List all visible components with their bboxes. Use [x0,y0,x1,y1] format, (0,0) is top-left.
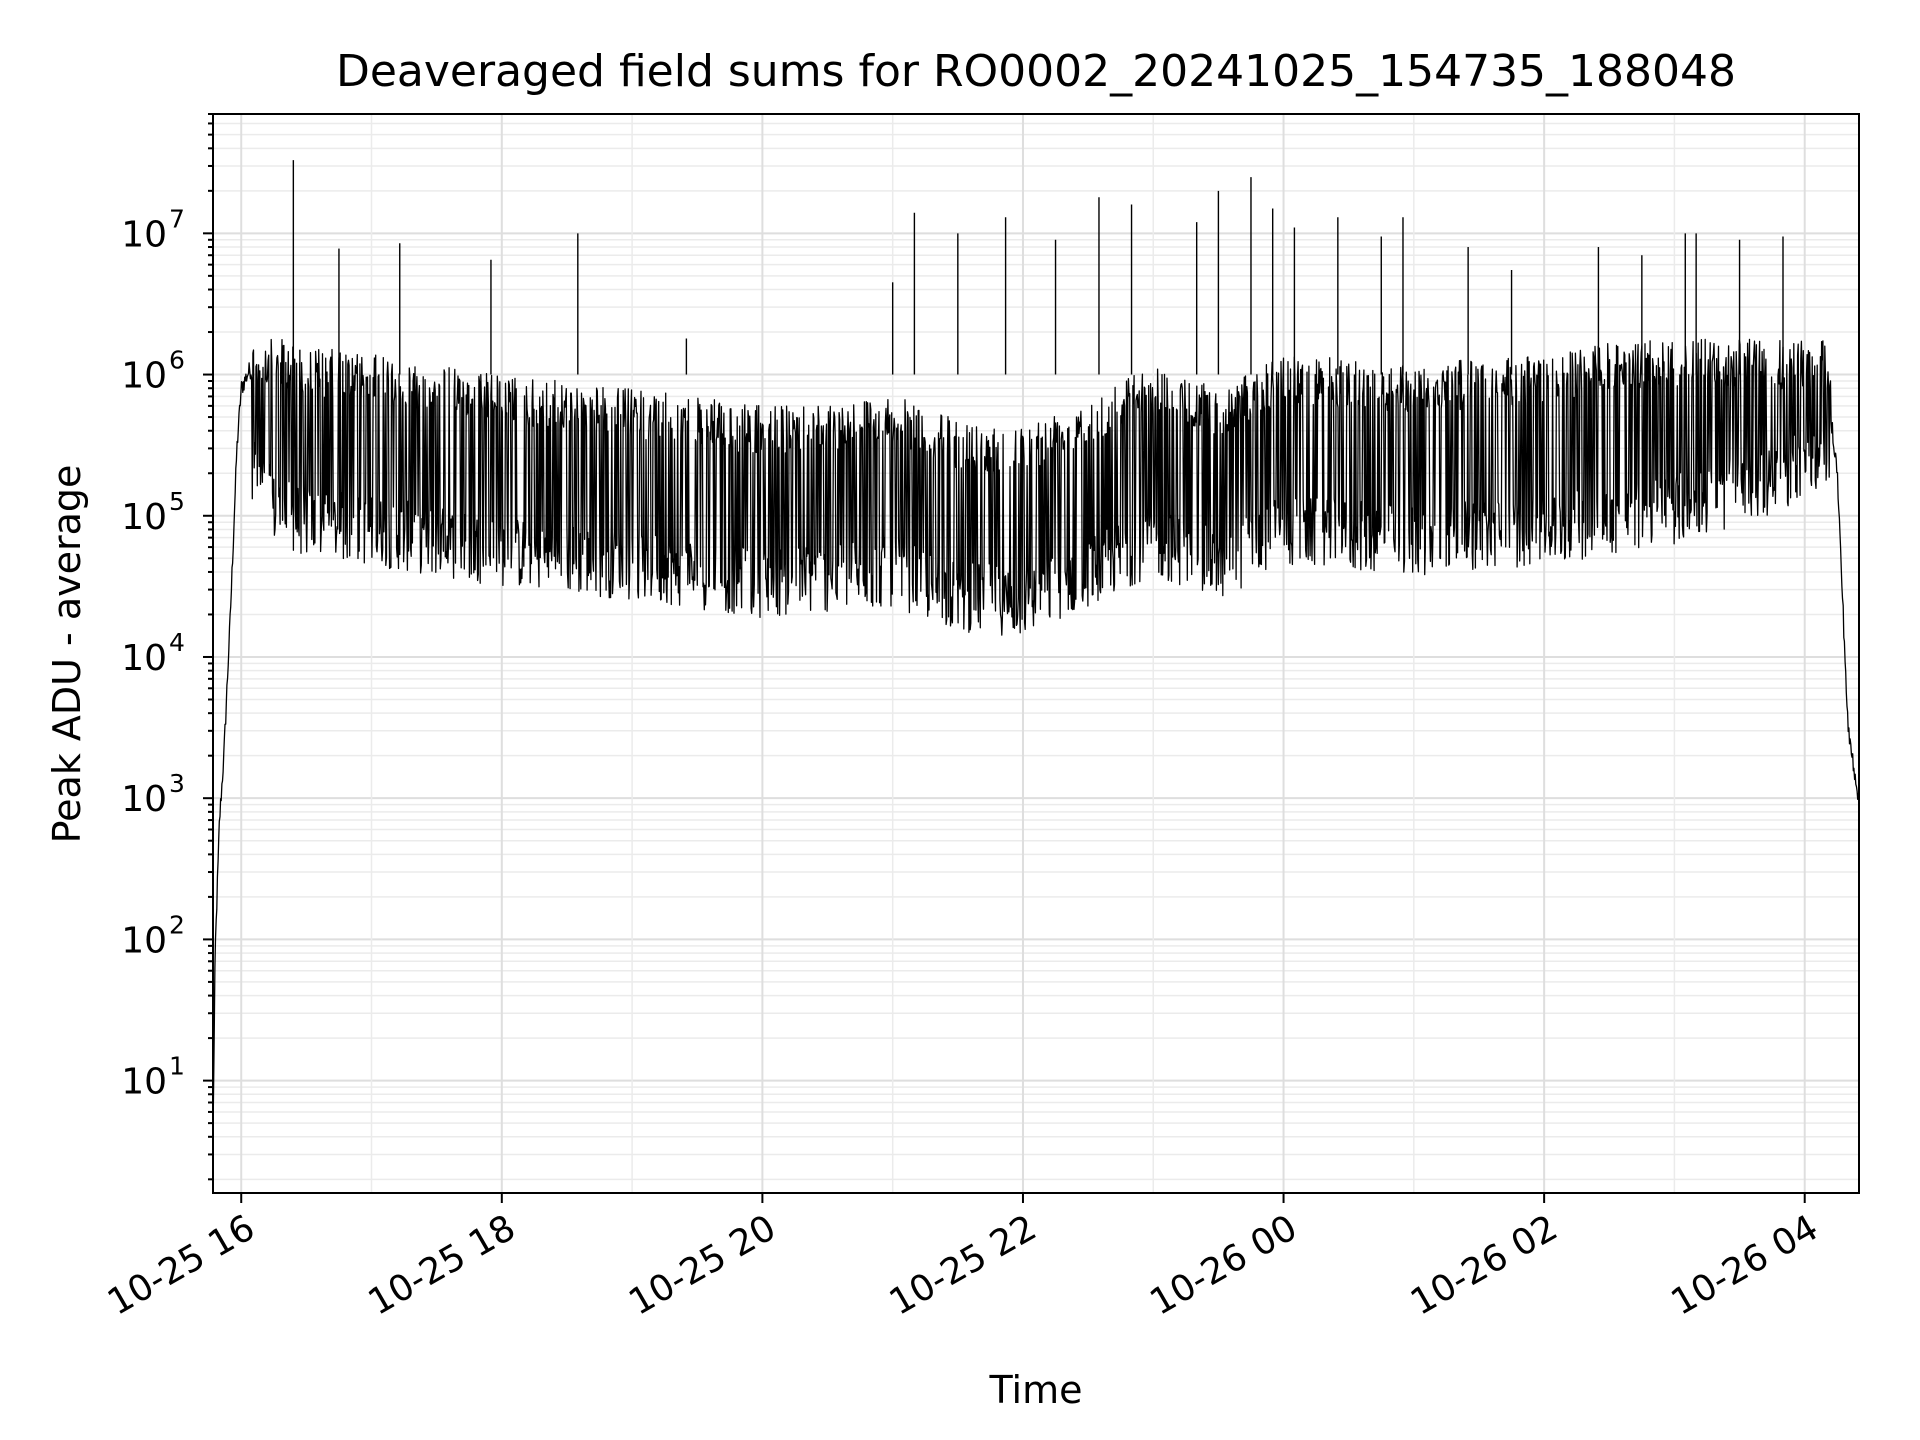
y-tick-exponent: 3 [169,769,185,798]
y-tick-exponent: 6 [169,346,185,375]
y-tick-label: 10 [121,779,167,820]
y-axis-label: Peak ADU - average [45,465,89,844]
grid [213,113,1859,1193]
y-tick-exponent: 5 [169,487,185,516]
y-tick-label: 10 [121,356,167,397]
chart-title: Deaveraged field sums for RO0002_2024102… [336,46,1736,97]
x-axis-label: Time [989,1368,1083,1412]
y-tick-label: 10 [121,1062,167,1103]
series-layer [212,160,1860,1135]
y-tick-exponent: 1 [169,1052,185,1081]
y-tick-label: 10 [121,920,167,961]
series-line [212,338,1860,1135]
y-tick-label: 10 [121,214,167,255]
y-tick-exponent: 2 [169,910,185,939]
y-tick-label: 10 [121,638,167,679]
y-tick-label: 10 [121,497,167,538]
plot-frame [212,113,1860,1194]
y-tick-exponent: 4 [169,628,185,657]
y-tick-exponent: 7 [169,204,185,233]
